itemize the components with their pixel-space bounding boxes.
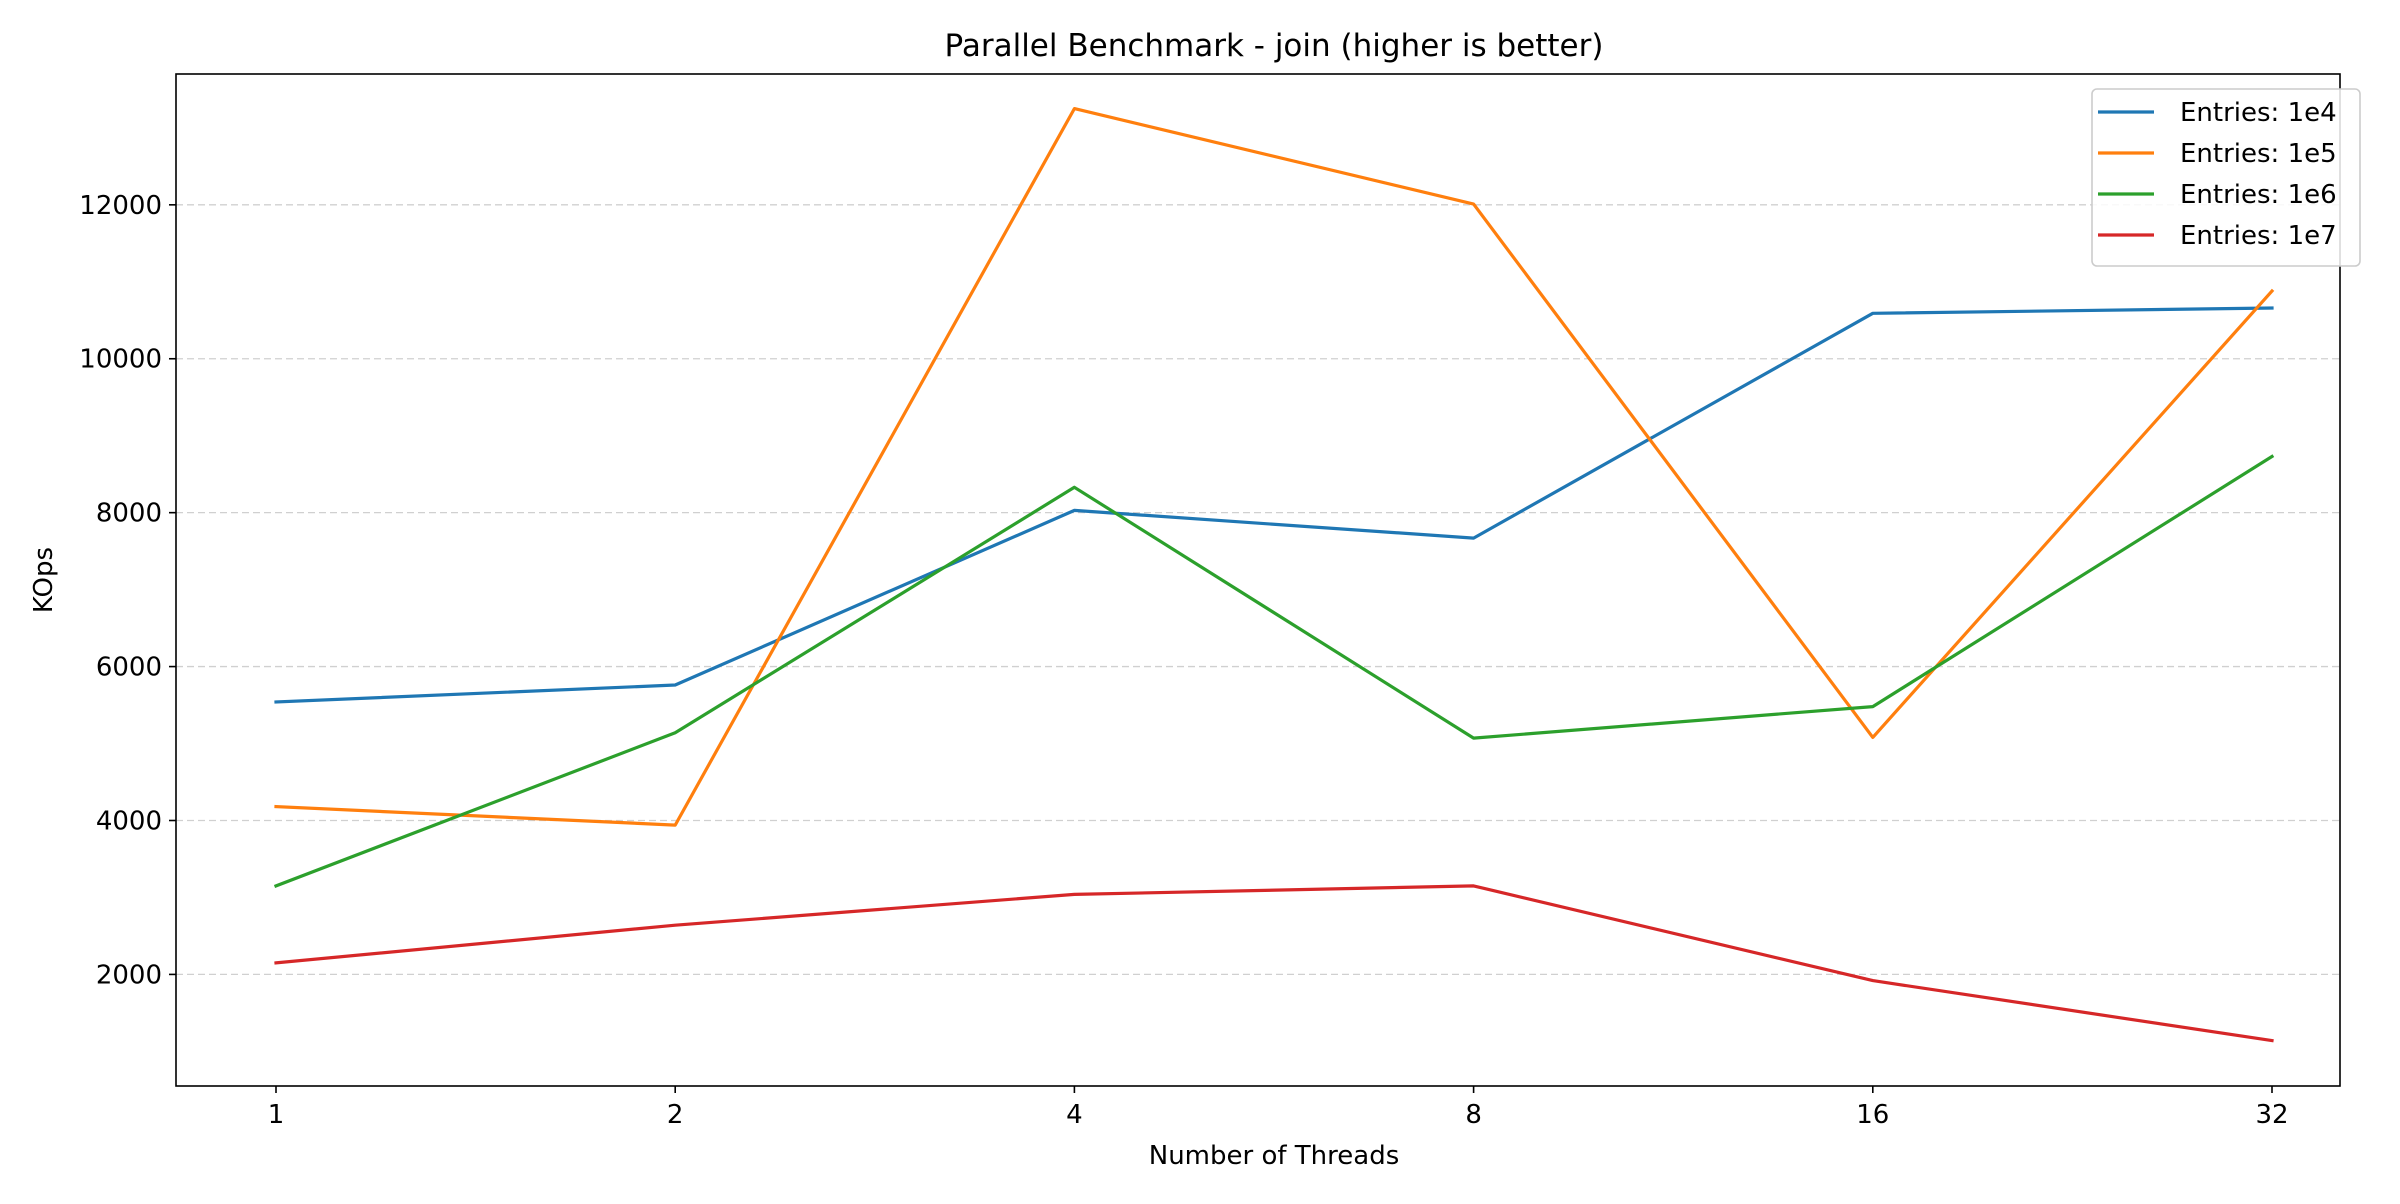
chart-title: Parallel Benchmark - join (higher is bet…: [945, 28, 1604, 64]
y-tick-label: 2000: [96, 960, 162, 990]
x-tick-label: 8: [1465, 1100, 1482, 1130]
series-layer: [276, 109, 2272, 1041]
series-line-entries-1e7: [276, 886, 2272, 1041]
legend: Entries: 1e4 Entries: 1e5 Entries: 1e6 E…: [2092, 89, 2360, 266]
legend-label: Entries: 1e4: [2180, 98, 2337, 128]
x-tick-label: 32: [2255, 1100, 2288, 1130]
grid-layer: [176, 205, 2340, 975]
y-tick-label: 8000: [96, 499, 162, 529]
y-tick-label: 6000: [96, 653, 162, 683]
x-tick-label: 2: [667, 1100, 684, 1130]
legend-label: Entries: 1e7: [2180, 221, 2337, 251]
legend-label: Entries: 1e5: [2180, 139, 2337, 169]
y-tick-label: 4000: [96, 806, 162, 836]
legend-label: Entries: 1e6: [2180, 180, 2337, 210]
x-axis-label: Number of Threads: [1149, 1141, 1400, 1171]
x-tick-label: 16: [1856, 1100, 1889, 1130]
y-tick-label: 10000: [79, 345, 162, 375]
axis-layer: 2000 4000 6000 8000 10000 12000 1 2 4 8 16 32: [79, 191, 2288, 1130]
y-tick-label: 12000: [79, 191, 162, 221]
y-axis-label: KOps: [29, 547, 59, 613]
x-tick-label: 4: [1066, 1100, 1083, 1130]
x-tick-label: 1: [268, 1100, 285, 1130]
series-line-entries-1e5: [276, 109, 2272, 826]
